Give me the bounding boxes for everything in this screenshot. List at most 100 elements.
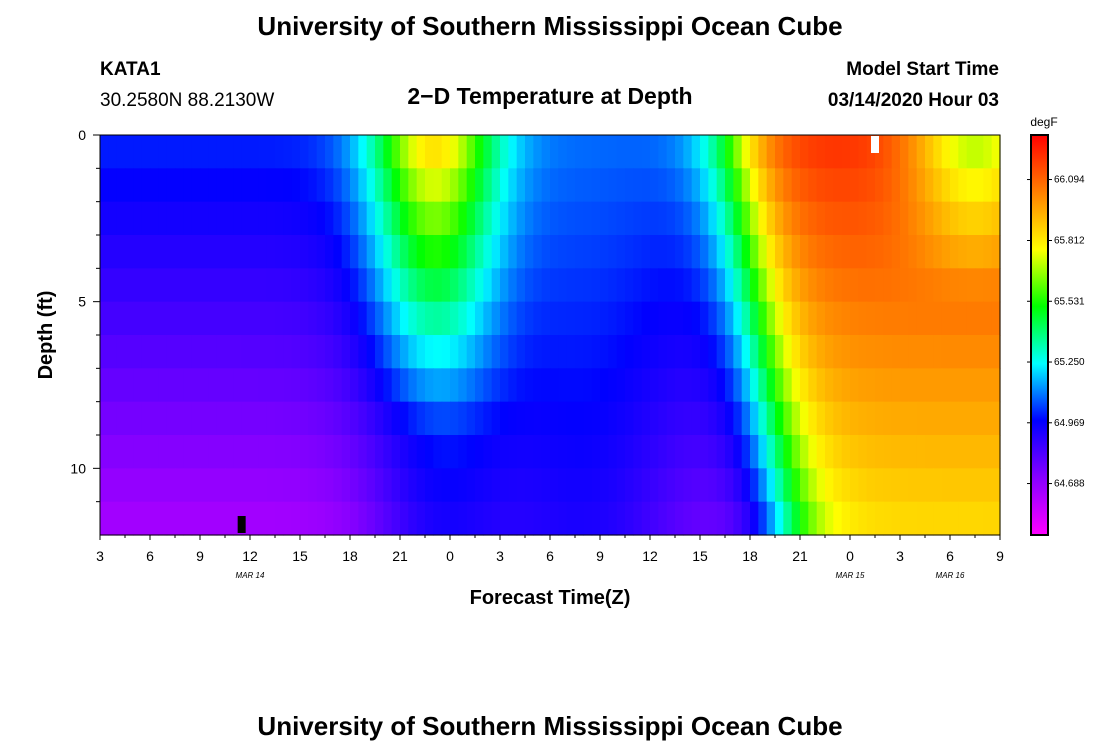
heatmap-cell bbox=[250, 401, 259, 436]
heatmap-cell bbox=[583, 268, 593, 303]
heatmap-cell bbox=[408, 368, 418, 403]
heatmap-cell bbox=[616, 401, 626, 436]
heatmap-cell bbox=[475, 268, 484, 303]
heatmap-cell bbox=[341, 168, 351, 203]
heatmap-cell bbox=[583, 335, 593, 369]
heatmap-cell bbox=[441, 435, 451, 469]
heatmap-cell bbox=[308, 368, 318, 403]
x-tick-label: 0 bbox=[446, 548, 454, 564]
heatmap-cell bbox=[300, 135, 309, 169]
heatmap-cell bbox=[400, 401, 409, 436]
heatmap-cell bbox=[916, 201, 926, 236]
heatmap-cell bbox=[900, 268, 909, 303]
heatmap-cell bbox=[283, 201, 293, 236]
heatmap-cell bbox=[808, 435, 818, 469]
heatmap-cell bbox=[508, 435, 518, 469]
heatmap-cell bbox=[108, 501, 118, 536]
heatmap-cell bbox=[483, 368, 493, 403]
heatmap-cell bbox=[566, 435, 576, 469]
heatmap-cell bbox=[858, 268, 868, 303]
heatmap-cell bbox=[250, 501, 259, 536]
heatmap-cell bbox=[341, 401, 351, 436]
heatmap-cell bbox=[166, 401, 176, 436]
heatmap-cell bbox=[625, 135, 634, 169]
heatmap-cell bbox=[650, 301, 659, 336]
heatmap-cell bbox=[833, 335, 843, 369]
heatmap-cell bbox=[908, 368, 918, 403]
heatmap-cell bbox=[933, 135, 943, 169]
heatmap-cell bbox=[391, 435, 401, 469]
heatmap-cell bbox=[608, 435, 618, 469]
heatmap-cell bbox=[350, 268, 359, 303]
heatmap-cell bbox=[691, 168, 701, 203]
heatmap-cell bbox=[941, 168, 951, 203]
heatmap-cell bbox=[516, 401, 526, 436]
heatmap-cell bbox=[383, 401, 393, 436]
heatmap-cell bbox=[258, 201, 268, 236]
heatmap-cell bbox=[458, 501, 468, 536]
heatmap-cell bbox=[866, 501, 876, 536]
heatmap-cell bbox=[775, 401, 784, 436]
heatmap-cell bbox=[608, 368, 618, 403]
heatmap-cell bbox=[291, 468, 301, 503]
heatmap-cell bbox=[566, 135, 576, 169]
heatmap-cell bbox=[625, 201, 634, 236]
heatmap-cell bbox=[941, 435, 951, 469]
heatmap-cell bbox=[933, 501, 943, 536]
heatmap-cell bbox=[150, 501, 159, 536]
heatmap-cell bbox=[641, 368, 651, 403]
heatmap-cell bbox=[141, 335, 151, 369]
heatmap-cell bbox=[666, 135, 676, 169]
heatmap-cell bbox=[316, 235, 326, 269]
heatmap-cell bbox=[716, 501, 726, 536]
heatmap-cell bbox=[625, 301, 634, 336]
heatmap-cell bbox=[650, 335, 659, 369]
heatmap-cell bbox=[216, 168, 226, 203]
heatmap-cell bbox=[683, 168, 693, 203]
heatmap-cell bbox=[783, 235, 793, 269]
heatmap-cell bbox=[891, 435, 901, 469]
heatmap-cell bbox=[266, 468, 276, 503]
heatmap-cell bbox=[266, 235, 276, 269]
heatmap-cell bbox=[733, 235, 743, 269]
heatmap-cell bbox=[166, 268, 176, 303]
heatmap-cell bbox=[700, 368, 709, 403]
heatmap-cell bbox=[825, 268, 834, 303]
heatmap-cell bbox=[358, 468, 368, 503]
heatmap-cell bbox=[258, 468, 268, 503]
heatmap-cell bbox=[641, 268, 651, 303]
heatmap-cell bbox=[108, 201, 118, 236]
heatmap-cell bbox=[750, 235, 759, 269]
heatmap-cell bbox=[958, 401, 968, 436]
heatmap-cell bbox=[683, 135, 693, 169]
heatmap-cell bbox=[283, 301, 293, 336]
heatmap-cell bbox=[291, 135, 301, 169]
heatmap-cell bbox=[391, 135, 401, 169]
x-tick-label: 6 bbox=[946, 548, 954, 564]
heatmap-cell bbox=[958, 468, 968, 503]
heatmap-cell bbox=[166, 168, 176, 203]
heatmap-cell bbox=[775, 501, 784, 536]
heatmap-cell bbox=[916, 235, 926, 269]
heatmap-cell bbox=[133, 368, 143, 403]
heatmap-cell bbox=[641, 201, 651, 236]
heatmap-cell bbox=[158, 201, 168, 236]
heatmap-cell bbox=[500, 435, 509, 469]
heatmap-cell bbox=[758, 201, 768, 236]
heatmap-cell bbox=[991, 301, 1001, 336]
heatmap-cell bbox=[516, 468, 526, 503]
heatmap-cell bbox=[233, 235, 243, 269]
heatmap-cell bbox=[558, 335, 568, 369]
heatmap-cell bbox=[383, 468, 393, 503]
heatmap-cell bbox=[225, 301, 234, 336]
heatmap-cell bbox=[741, 501, 751, 536]
heatmap-cell bbox=[850, 235, 859, 269]
heatmap-cell bbox=[516, 268, 526, 303]
heatmap-cell bbox=[775, 235, 784, 269]
heatmap-cell bbox=[575, 268, 584, 303]
heatmap-cell bbox=[691, 268, 701, 303]
heatmap-cell bbox=[916, 435, 926, 469]
heatmap-cell bbox=[350, 368, 359, 403]
heatmap-cell bbox=[958, 368, 968, 403]
heatmap-cell bbox=[808, 468, 818, 503]
